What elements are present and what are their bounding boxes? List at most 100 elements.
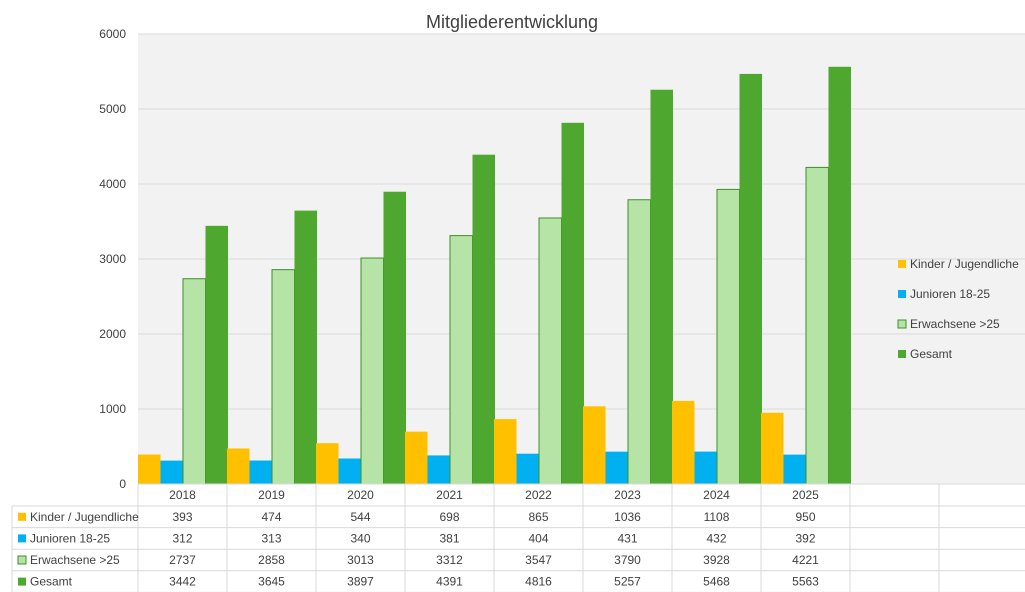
table-cell: 1108 xyxy=(704,510,730,524)
bar xyxy=(249,460,272,484)
table-legend-key xyxy=(18,534,26,543)
table-cell: 544 xyxy=(350,510,370,524)
table-cell: 5468 xyxy=(703,575,730,589)
table-cell: 3897 xyxy=(347,575,374,589)
bar xyxy=(583,406,606,484)
chart-title: Mitgliederentwicklung xyxy=(426,12,598,32)
bar xyxy=(783,454,806,484)
bar xyxy=(182,278,206,485)
y-tick-label: 1000 xyxy=(99,402,126,416)
legend-label: Kinder / Jugendliche xyxy=(910,257,1019,271)
y-tick-label: 5000 xyxy=(99,102,126,116)
legend-key xyxy=(898,290,906,298)
legend-key xyxy=(897,319,907,329)
table-cell: 5563 xyxy=(792,575,819,589)
x-tick-label: 2021 xyxy=(436,488,463,502)
bar xyxy=(650,89,673,484)
table-cell: 3547 xyxy=(525,553,552,567)
table-cell: 950 xyxy=(795,510,815,524)
table-cell: 4391 xyxy=(436,575,463,589)
bar xyxy=(360,257,384,485)
legend-label: Gesamt xyxy=(910,347,953,361)
x-tick-label: 2020 xyxy=(347,488,374,502)
table-cell: 393 xyxy=(172,510,192,524)
bar xyxy=(805,166,829,485)
table-cell: 5257 xyxy=(614,575,641,589)
bar xyxy=(538,217,562,485)
bar xyxy=(694,451,717,484)
x-tick-label: 2025 xyxy=(792,488,819,502)
bar xyxy=(294,210,317,484)
table-legend-key xyxy=(18,577,26,586)
y-tick-label: 4000 xyxy=(99,177,126,191)
table-cell: 3442 xyxy=(169,575,196,589)
table-cell: 340 xyxy=(350,531,370,545)
table-row-label: Erwachsene >25 xyxy=(30,553,120,567)
table-cell: 404 xyxy=(528,531,548,545)
bar xyxy=(271,269,295,485)
bar xyxy=(383,191,406,484)
table-cell: 3312 xyxy=(436,553,463,567)
table-cell: 2737 xyxy=(169,553,196,567)
table-cell: 4816 xyxy=(525,575,552,589)
bars xyxy=(138,66,851,485)
x-tick-label: 2022 xyxy=(525,488,552,502)
table-cell: 865 xyxy=(528,510,548,524)
table-cell: 312 xyxy=(172,531,192,545)
table-cell: 381 xyxy=(439,531,459,545)
table-cell: 3928 xyxy=(703,553,730,567)
table-cell: 431 xyxy=(617,531,637,545)
table-row-label: Gesamt xyxy=(30,575,73,589)
y-tick-label: 2000 xyxy=(99,327,126,341)
bar xyxy=(138,454,161,484)
bar xyxy=(449,235,473,485)
y-tick-label: 3000 xyxy=(99,252,126,266)
bar xyxy=(472,154,495,485)
table-cell: 3645 xyxy=(258,575,285,589)
bar xyxy=(205,225,228,484)
data-table: 2018 2019 2020 2021 2022 2023 2024 2025 Kinder /… xyxy=(11,483,1025,592)
table-row-label: Kinder / Jugendliche xyxy=(30,510,139,524)
bar xyxy=(427,455,450,484)
table-cell: 3790 xyxy=(614,553,641,567)
x-tick-label: 2019 xyxy=(258,488,285,502)
table-cell: 474 xyxy=(261,510,281,524)
table-row-label: Junioren 18-25 xyxy=(30,531,110,545)
bar xyxy=(739,73,762,485)
bar xyxy=(716,188,740,485)
table-legend-key xyxy=(17,555,27,565)
bar xyxy=(316,443,339,484)
x-tick-label: 2024 xyxy=(703,488,730,502)
legend-key xyxy=(898,350,906,358)
legend-key xyxy=(898,260,906,268)
bar xyxy=(828,66,851,485)
bar xyxy=(494,419,517,484)
table-cell: 4221 xyxy=(792,553,819,567)
table-cell: 2858 xyxy=(258,553,285,567)
table-cell: 432 xyxy=(706,531,726,545)
y-tick-label: 0 xyxy=(119,477,126,491)
y-axis: 0 1000 2000 3000 4000 5000 6000 xyxy=(99,27,126,491)
bar xyxy=(761,412,784,484)
x-tick-label: 2018 xyxy=(169,488,196,502)
legend-label: Junioren 18-25 xyxy=(910,287,990,301)
bar xyxy=(338,458,361,484)
bar xyxy=(405,431,428,484)
bar xyxy=(627,199,651,485)
table-cell: 392 xyxy=(795,531,815,545)
bar xyxy=(516,453,539,484)
bar xyxy=(160,460,183,484)
table-cell: 3013 xyxy=(347,553,374,567)
bar xyxy=(605,451,628,484)
table-cell: 1036 xyxy=(614,510,641,524)
bar xyxy=(227,448,250,484)
y-tick-label: 6000 xyxy=(99,27,126,41)
table-cell: 698 xyxy=(439,510,459,524)
table-cell: 313 xyxy=(261,531,281,545)
legend-label: Erwachsene >25 xyxy=(910,317,1000,331)
legend: Kinder / Jugendliche Junioren 18-25 Erwach… xyxy=(897,257,1019,361)
bar xyxy=(672,400,695,484)
x-tick-label: 2023 xyxy=(614,488,641,502)
table-legend-key xyxy=(18,512,26,521)
